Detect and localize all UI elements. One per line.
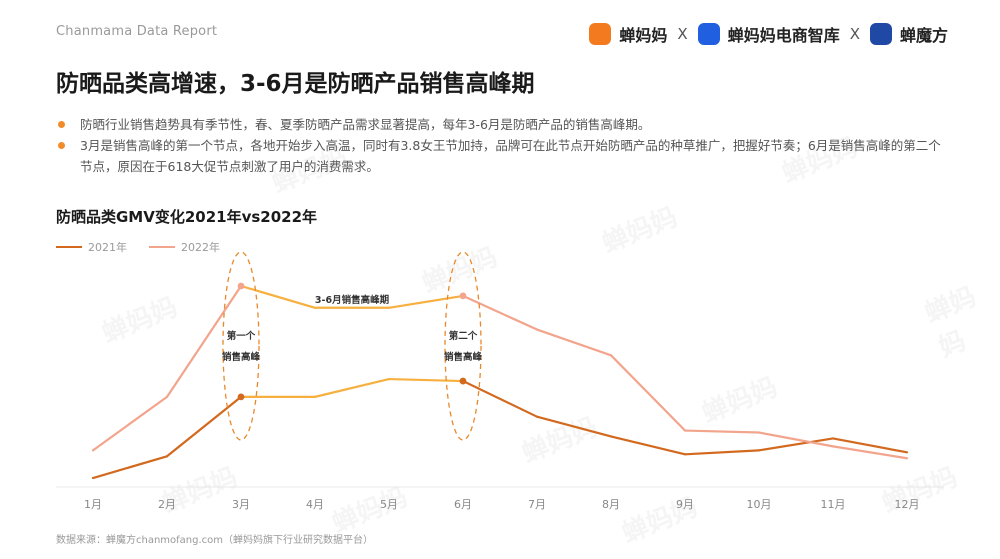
- chanmofang-logo-text: 蝉魔方: [899, 26, 948, 45]
- legend-label: 2022年: [181, 241, 220, 254]
- x-tick-label: 6月: [454, 498, 472, 511]
- bullet-dot-icon: [58, 142, 65, 149]
- series-line-segment: [91, 455, 169, 480]
- logo-separator: X: [677, 25, 688, 43]
- chanmama-logo-icon: [589, 23, 612, 45]
- page-title: 防晒品类高增速，3-6月是防晒产品销售高峰期: [56, 71, 535, 97]
- x-tick-label: 8月: [602, 498, 620, 511]
- bullet-text: 防晒行业销售趋势具有季节性，春、夏季防晒产品需求显著提高，每年3-6月是防晒产品…: [80, 117, 651, 132]
- series-line-segment: [535, 328, 613, 357]
- report-subtitle: Chanmama Data Report: [56, 24, 218, 39]
- peak-annotation-line2: 销售高峰: [222, 351, 261, 363]
- series-line-segment: [387, 294, 465, 309]
- x-tick-label: 5月: [380, 498, 398, 511]
- x-tick-label: 9月: [676, 498, 694, 511]
- x-tick-label: 4月: [306, 498, 324, 511]
- logo-separator: X: [849, 25, 860, 43]
- legend-label: 2021年: [88, 241, 127, 254]
- series-line-segment: [831, 445, 909, 460]
- legend-item-2021: 2021年: [56, 239, 127, 255]
- bullet-list: 防晒行业销售趋势具有季节性，春、夏季防晒产品需求显著提高，每年3-6月是防晒产品…: [56, 114, 946, 177]
- bullet-item: 3月是销售高峰的第一个节点，各地开始步入高温，同时有3.8女王节加持，品牌可在此…: [56, 135, 946, 177]
- series-line-segment: [91, 395, 169, 452]
- series-line-segment: [165, 284, 243, 398]
- series-line-segment: [461, 379, 539, 418]
- series-line-segment: [831, 437, 909, 454]
- legend-swatch: [56, 246, 82, 248]
- series-line-segment: [535, 415, 613, 438]
- x-tick-label: 1月: [84, 498, 102, 511]
- series-line-segment: [683, 429, 761, 434]
- chanmama-logo-text: 蝉妈妈: [619, 26, 668, 45]
- chanmama-zhiku-logo-icon: [697, 23, 720, 45]
- series-line-segment: [609, 354, 687, 432]
- series-line-segment: [165, 395, 243, 458]
- bullet-text: 3月是销售高峰的第一个节点，各地开始步入高温，同时有3.8女王节加持，品牌可在此…: [80, 138, 941, 174]
- data-point-marker: [237, 282, 245, 290]
- chanmofang-logo-icon: [869, 23, 892, 45]
- peak-highlight-ellipse: [444, 251, 482, 441]
- series-line-segment: [461, 294, 539, 331]
- peak-annotation-line2: 销售高峰: [444, 351, 483, 363]
- peak-highlight-ellipse: [222, 251, 260, 441]
- peak-period-label: 3-6月销售高峰期: [315, 294, 389, 306]
- peak-annotation-line1: 第二个: [449, 330, 478, 342]
- series-line-segment: [757, 437, 835, 452]
- x-tick-label: 3月: [232, 498, 250, 511]
- bullet-item: 防晒行业销售趋势具有季节性，春、夏季防晒产品需求显著提高，每年3-6月是防晒产品…: [56, 114, 946, 135]
- x-tick-label: 2月: [158, 498, 176, 511]
- x-tick-label: 12月: [895, 498, 920, 511]
- x-tick-label: 11月: [821, 498, 846, 511]
- chart-title: 防晒品类GMV变化2021年vs2022年: [56, 208, 318, 226]
- series-line-segment: [387, 377, 465, 383]
- series-line-segment: [757, 431, 835, 448]
- x-tick-label: 10月: [747, 498, 772, 511]
- chanmama-zhiku-logo-text: 蝉妈妈电商智库: [727, 26, 840, 45]
- brand-logos: 蝉妈妈 X 蝉妈妈电商智库 X 蝉魔方: [589, 20, 948, 48]
- data-point-marker: [237, 393, 245, 401]
- peak-annotation-line1: 第一个: [227, 330, 256, 342]
- chart-legend: 2021年 2022年: [56, 239, 220, 255]
- bullet-dot-icon: [58, 121, 65, 128]
- data-point-marker: [459, 292, 467, 300]
- x-tick-label: 7月: [528, 498, 546, 511]
- series-line-segment: [239, 284, 317, 309]
- series-line-segment: [683, 449, 761, 456]
- series-line-segment: [609, 435, 687, 456]
- legend-swatch: [149, 246, 175, 248]
- data-point-marker: [459, 377, 467, 385]
- legend-item-2022: 2022年: [149, 239, 220, 255]
- series-line-segment: [313, 377, 391, 398]
- data-source-footer: 数据来源：蝉魔方chanmofang.com（蝉妈妈旗下行业研究数据平台）: [56, 535, 374, 546]
